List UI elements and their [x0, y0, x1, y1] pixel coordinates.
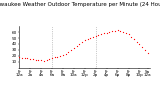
Point [26, 58, 29, 59]
Point [78, 43, 81, 45]
Point [51, 58, 53, 59]
Point [124, 33, 127, 34]
Point [53, 56, 56, 58]
Point [34, 59, 37, 60]
Point [48, 58, 51, 60]
Point [75, 45, 78, 46]
Point [133, 39, 135, 40]
Point [127, 34, 130, 35]
Point [59, 55, 61, 57]
Point [136, 41, 138, 42]
Point [89, 37, 92, 39]
Point [70, 49, 72, 51]
Point [32, 58, 34, 60]
Point [146, 52, 149, 54]
Point [114, 30, 116, 32]
Point [84, 40, 86, 41]
Point [122, 31, 124, 33]
Point [21, 57, 23, 58]
Point [73, 47, 75, 48]
Point [40, 59, 42, 61]
Text: Milwaukee Weather Outdoor Temperature per Minute (24 Hours): Milwaukee Weather Outdoor Temperature pe… [0, 2, 160, 7]
Point [94, 35, 97, 36]
Point [29, 58, 31, 60]
Point [105, 32, 108, 33]
Point [18, 56, 20, 58]
Point [62, 55, 64, 56]
Point [45, 59, 48, 60]
Point [37, 59, 40, 61]
Point [141, 46, 144, 48]
Point [103, 33, 105, 34]
Point [67, 51, 70, 52]
Point [92, 36, 94, 37]
Point [100, 33, 102, 35]
Point [138, 43, 141, 45]
Point [86, 39, 89, 40]
Point [43, 60, 45, 61]
Point [108, 31, 111, 33]
Point [116, 30, 119, 31]
Point [144, 49, 146, 51]
Point [97, 34, 100, 36]
Point [23, 58, 26, 59]
Point [64, 53, 67, 54]
Point [81, 41, 83, 43]
Point [119, 30, 122, 32]
Point [130, 36, 132, 37]
Point [56, 56, 59, 57]
Point [111, 31, 113, 32]
